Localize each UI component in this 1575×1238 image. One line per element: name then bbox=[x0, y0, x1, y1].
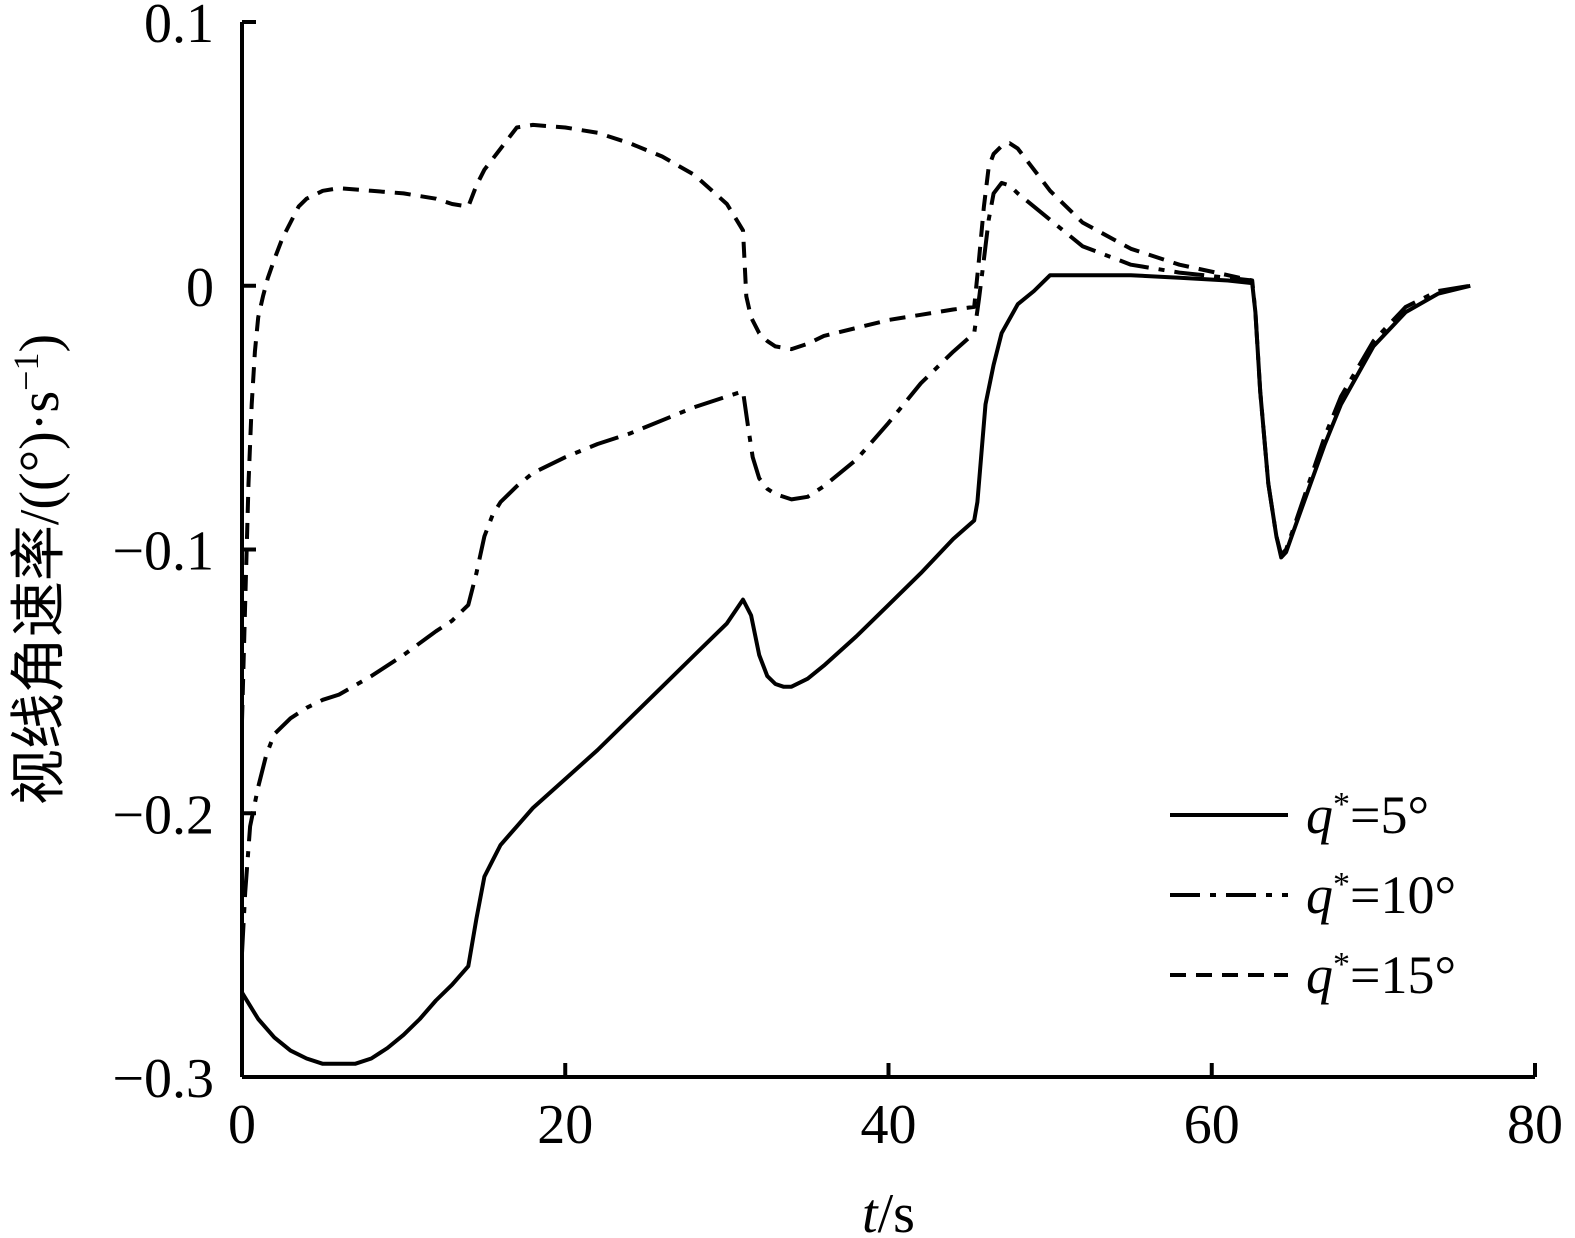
series-lines bbox=[240, 122, 1471, 1066]
x-axis-label-var: t bbox=[862, 1183, 879, 1238]
y-tick-label: −0.2 bbox=[112, 784, 214, 846]
legend-value: =15° bbox=[1350, 945, 1456, 1005]
series-q15-line bbox=[240, 122, 1253, 721]
legend-sup: * bbox=[1333, 866, 1350, 903]
legend-value: =10° bbox=[1350, 865, 1456, 925]
legend-var: q bbox=[1306, 945, 1333, 1005]
y-tick-label: 0.1 bbox=[144, 0, 214, 55]
x-tick-label: 80 bbox=[1507, 1094, 1563, 1156]
series-q5-legend-label: q*=5° bbox=[1306, 785, 1429, 845]
legend: q*=5°q*=10°q*=15° bbox=[1170, 785, 1456, 1005]
x-tick-label: 0 bbox=[228, 1094, 256, 1156]
series-q10-legend-label: q*=10° bbox=[1306, 865, 1456, 925]
x-axis-label-unit: /s bbox=[878, 1183, 915, 1238]
ticks: 0 20 40 60 80 −0.3 −0.2 −0.1 0 0.1 bbox=[112, 0, 1563, 1156]
y-axis-label-text: 视线角速率/((°)·s bbox=[9, 391, 71, 805]
legend-sup: * bbox=[1333, 946, 1350, 983]
y-axis-label-sup: −1 bbox=[6, 353, 46, 391]
y-tick-label: −0.1 bbox=[112, 521, 214, 583]
legend-var: q bbox=[1306, 865, 1333, 925]
legend-var: q bbox=[1306, 785, 1333, 845]
series-q10-line bbox=[240, 180, 1471, 954]
series-q15-legend-label: q*=15° bbox=[1306, 945, 1456, 1005]
y-tick-label: −0.3 bbox=[112, 1048, 214, 1110]
x-tick-label: 60 bbox=[1184, 1094, 1240, 1156]
x-tick-label: 20 bbox=[537, 1094, 593, 1156]
axes bbox=[240, 22, 1535, 1079]
y-tick-label: 0 bbox=[186, 257, 214, 319]
x-tick-label: 40 bbox=[861, 1094, 917, 1156]
x-axis-label: t/s bbox=[862, 1183, 915, 1238]
legend-value: =5° bbox=[1350, 785, 1429, 845]
legend-sup: * bbox=[1333, 786, 1350, 823]
y-axis-label-close: ) bbox=[9, 334, 71, 353]
series-q5-line bbox=[240, 273, 1471, 1066]
y-axis-label: 视线角速率/((°)·s−1) bbox=[6, 334, 71, 805]
